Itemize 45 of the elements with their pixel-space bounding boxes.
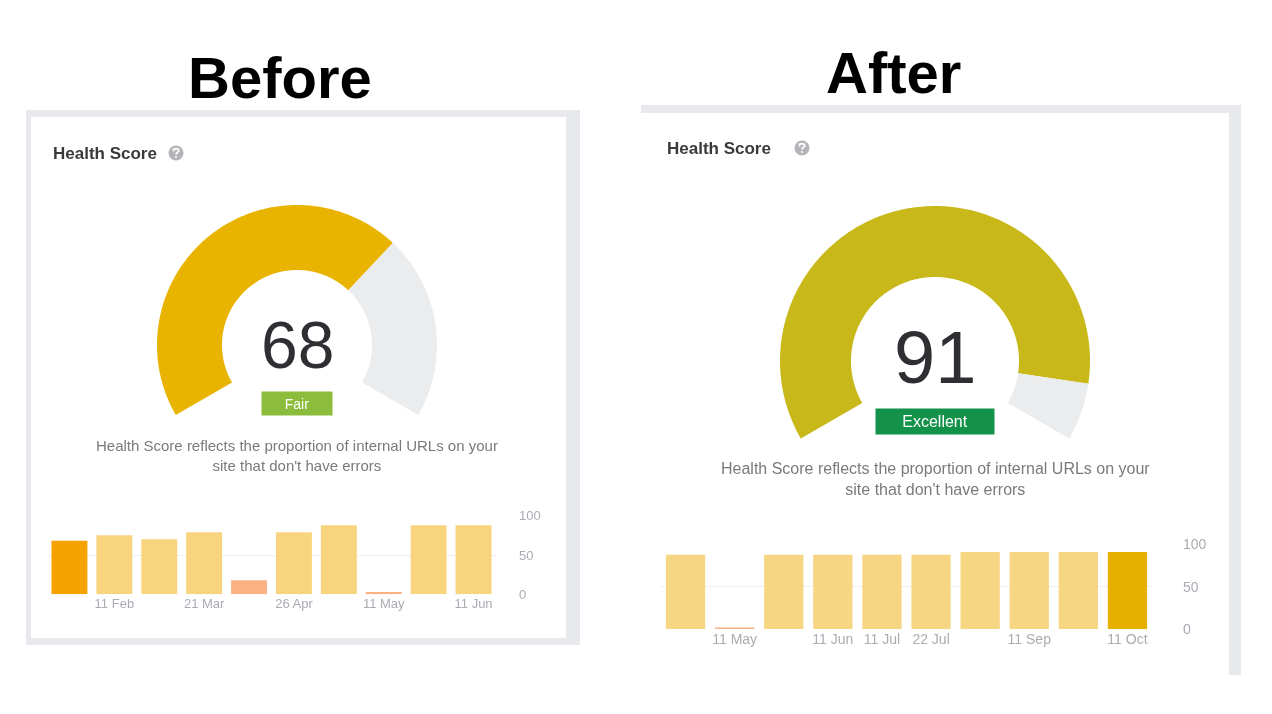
text: Health Score reflects the proportion of internal URLs on your site that don't have errors xyxy=(721,460,1151,498)
x-tick-label: 26 Apr xyxy=(275,596,314,612)
text: 91 xyxy=(894,316,977,399)
x-tick-label: 11 Jul xyxy=(863,630,901,647)
bar xyxy=(1058,552,1098,629)
bar xyxy=(1107,552,1148,629)
bar xyxy=(862,554,902,629)
chart-subtitle: Health Score xyxy=(53,144,157,163)
chart-title: Before xyxy=(188,45,372,110)
y-tick-label: 0 xyxy=(1183,620,1191,637)
text: 68 xyxy=(261,308,335,382)
x-tick-label: 11 Sep xyxy=(1007,630,1052,647)
chart-title: After xyxy=(826,40,962,105)
bar xyxy=(665,554,706,629)
bar xyxy=(275,532,312,595)
y-tick-label: 100 xyxy=(1183,536,1207,553)
y-tick-label: 0 xyxy=(519,586,527,602)
bar xyxy=(764,554,804,629)
bar xyxy=(231,580,268,595)
bar xyxy=(96,535,133,595)
bar xyxy=(186,532,223,595)
text: Health Score reflects the proportion of internal URLs on your site that don't have errors xyxy=(96,437,498,474)
x-tick-label: 11 Feb xyxy=(94,596,135,612)
bar xyxy=(320,525,357,595)
y-tick-label: 50 xyxy=(1183,578,1199,595)
x-tick-label: 21 Mar xyxy=(183,596,226,612)
y-tick-label: 100 xyxy=(519,508,541,524)
x-tick-label: 22 Jul xyxy=(912,630,950,647)
x-tick-label: 11 May xyxy=(712,630,758,647)
y-tick-label: 50 xyxy=(519,547,534,563)
bar xyxy=(455,525,492,595)
x-tick-label: 11 Jun xyxy=(812,630,854,647)
bar xyxy=(813,554,853,629)
x-tick-label: 11 Oct xyxy=(1107,630,1148,647)
x-tick-label: 11 May xyxy=(362,596,406,612)
x-tick-label: 11 Jun xyxy=(454,596,493,612)
text: Fair xyxy=(284,395,310,412)
bar xyxy=(960,552,1000,629)
bar xyxy=(51,540,88,595)
text: Excellent xyxy=(902,413,968,430)
chart-subtitle: Health Score xyxy=(667,139,771,158)
bar xyxy=(410,525,447,595)
bar xyxy=(141,539,178,595)
bar xyxy=(1009,552,1049,629)
bar xyxy=(911,554,951,629)
